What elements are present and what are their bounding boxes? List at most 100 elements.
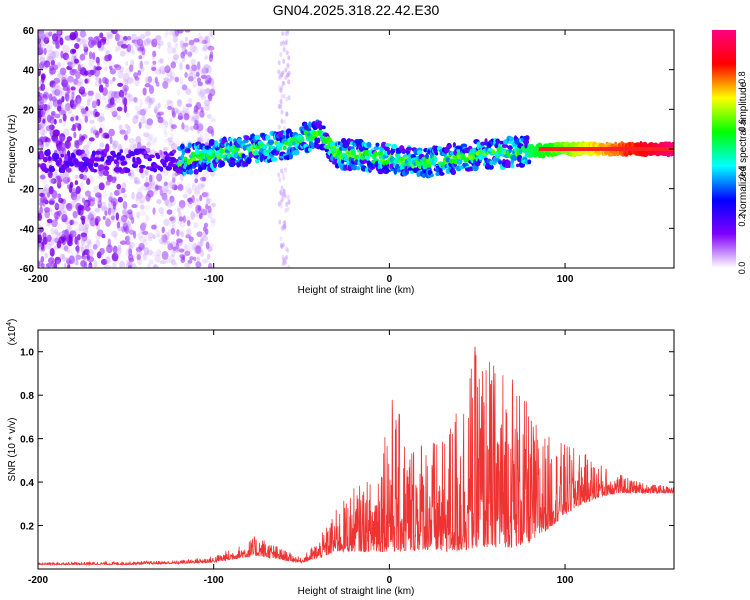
noise-blob	[181, 122, 185, 130]
noise-blob	[139, 98, 143, 108]
noise-blob	[90, 110, 94, 115]
noise-blob	[162, 119, 167, 126]
noise-blob	[87, 213, 94, 221]
noise-blob	[63, 261, 70, 268]
noise-blob	[187, 187, 192, 195]
noise-blob	[113, 233, 118, 241]
noise-blob	[81, 238, 85, 246]
noise-blob	[107, 238, 112, 248]
noise-blob	[50, 110, 56, 116]
ridge-blob	[69, 161, 75, 167]
noise-blob	[127, 125, 131, 135]
column-blob	[279, 236, 283, 242]
noise-blob	[205, 203, 209, 210]
ridge-blob	[42, 156, 48, 163]
noise-blob	[67, 240, 73, 247]
noise-blob	[143, 38, 151, 46]
noise-blob	[184, 49, 188, 55]
noise-blob	[195, 71, 200, 77]
noise-blob	[55, 40, 60, 49]
noise-blob	[140, 222, 146, 231]
ridge-blob	[433, 155, 438, 163]
noise-blob	[167, 45, 174, 55]
noise-blob	[62, 246, 67, 251]
noise-blob	[64, 104, 69, 111]
noise-blob	[38, 195, 41, 202]
ridge-blob	[300, 136, 305, 143]
noise-blob	[208, 53, 213, 63]
noise-blob	[205, 87, 211, 94]
noise-blob	[176, 89, 181, 96]
noise-blob	[157, 116, 164, 124]
ridge-blob	[384, 143, 392, 147]
noise-blob	[201, 67, 207, 74]
ridge-blob	[219, 153, 224, 159]
ridge-blob	[499, 140, 505, 145]
noise-blob	[146, 190, 154, 198]
noise-blob	[152, 181, 156, 191]
noise-blob	[65, 54, 71, 63]
noise-blob	[185, 88, 192, 95]
noise-blob	[81, 37, 88, 44]
noise-blob	[202, 44, 208, 51]
noise-blob	[54, 168, 58, 176]
noise-blob	[38, 234, 42, 243]
ridge-blob	[187, 148, 191, 152]
noise-blob	[97, 40, 102, 49]
noise-blob	[194, 178, 199, 184]
noise-blob	[136, 254, 141, 261]
noise-blob	[60, 142, 66, 152]
noise-blob	[182, 218, 188, 223]
noise-blob	[54, 102, 59, 110]
column-blob	[279, 41, 283, 47]
noise-blob	[137, 232, 144, 239]
noise-blob	[120, 187, 126, 194]
noise-blob	[76, 195, 81, 201]
noise-blob	[161, 70, 166, 75]
noise-blob	[109, 191, 113, 201]
noise-blob	[127, 209, 133, 215]
noise-blob	[173, 36, 178, 43]
noise-blob	[70, 200, 77, 208]
noise-blob	[57, 70, 65, 76]
noise-blob	[77, 194, 83, 200]
noise-blob	[69, 230, 77, 238]
ridge-blob	[66, 150, 71, 157]
noise-blob	[166, 189, 172, 195]
noise-blob	[177, 30, 184, 34]
noise-blob	[176, 238, 183, 244]
noise-blob	[86, 99, 91, 107]
noise-blob	[176, 99, 182, 107]
noise-blob	[38, 30, 45, 35]
noise-blob	[59, 172, 66, 181]
noise-blob	[72, 210, 78, 219]
noise-blob	[39, 206, 43, 215]
noise-blob	[141, 145, 147, 150]
noise-blob	[159, 57, 164, 65]
noise-blob	[55, 137, 59, 145]
noise-blob	[119, 240, 127, 245]
noise-blob	[59, 37, 64, 46]
noise-blob	[142, 112, 146, 118]
noise-blob	[170, 75, 174, 81]
noise-blob	[203, 99, 211, 107]
noise-blob	[114, 46, 119, 53]
noise-blob	[174, 43, 179, 48]
colorbar-tick-label: 0.6	[737, 119, 747, 132]
noise-blob	[62, 52, 69, 61]
ridge-blob	[421, 172, 426, 179]
ridge-blob	[219, 160, 226, 167]
ridge-blob	[288, 153, 293, 160]
noise-blob	[201, 47, 207, 53]
noise-blob	[79, 57, 83, 66]
noise-blob	[205, 197, 211, 205]
noise-blob	[197, 61, 201, 71]
noise-blob	[98, 116, 106, 123]
noise-blob	[211, 83, 216, 89]
noise-blob	[122, 221, 128, 227]
noise-blob	[167, 41, 172, 48]
noise-blob	[66, 184, 71, 189]
noise-blob	[63, 263, 67, 268]
noise-blob	[168, 254, 175, 263]
noise-blob	[75, 254, 82, 260]
